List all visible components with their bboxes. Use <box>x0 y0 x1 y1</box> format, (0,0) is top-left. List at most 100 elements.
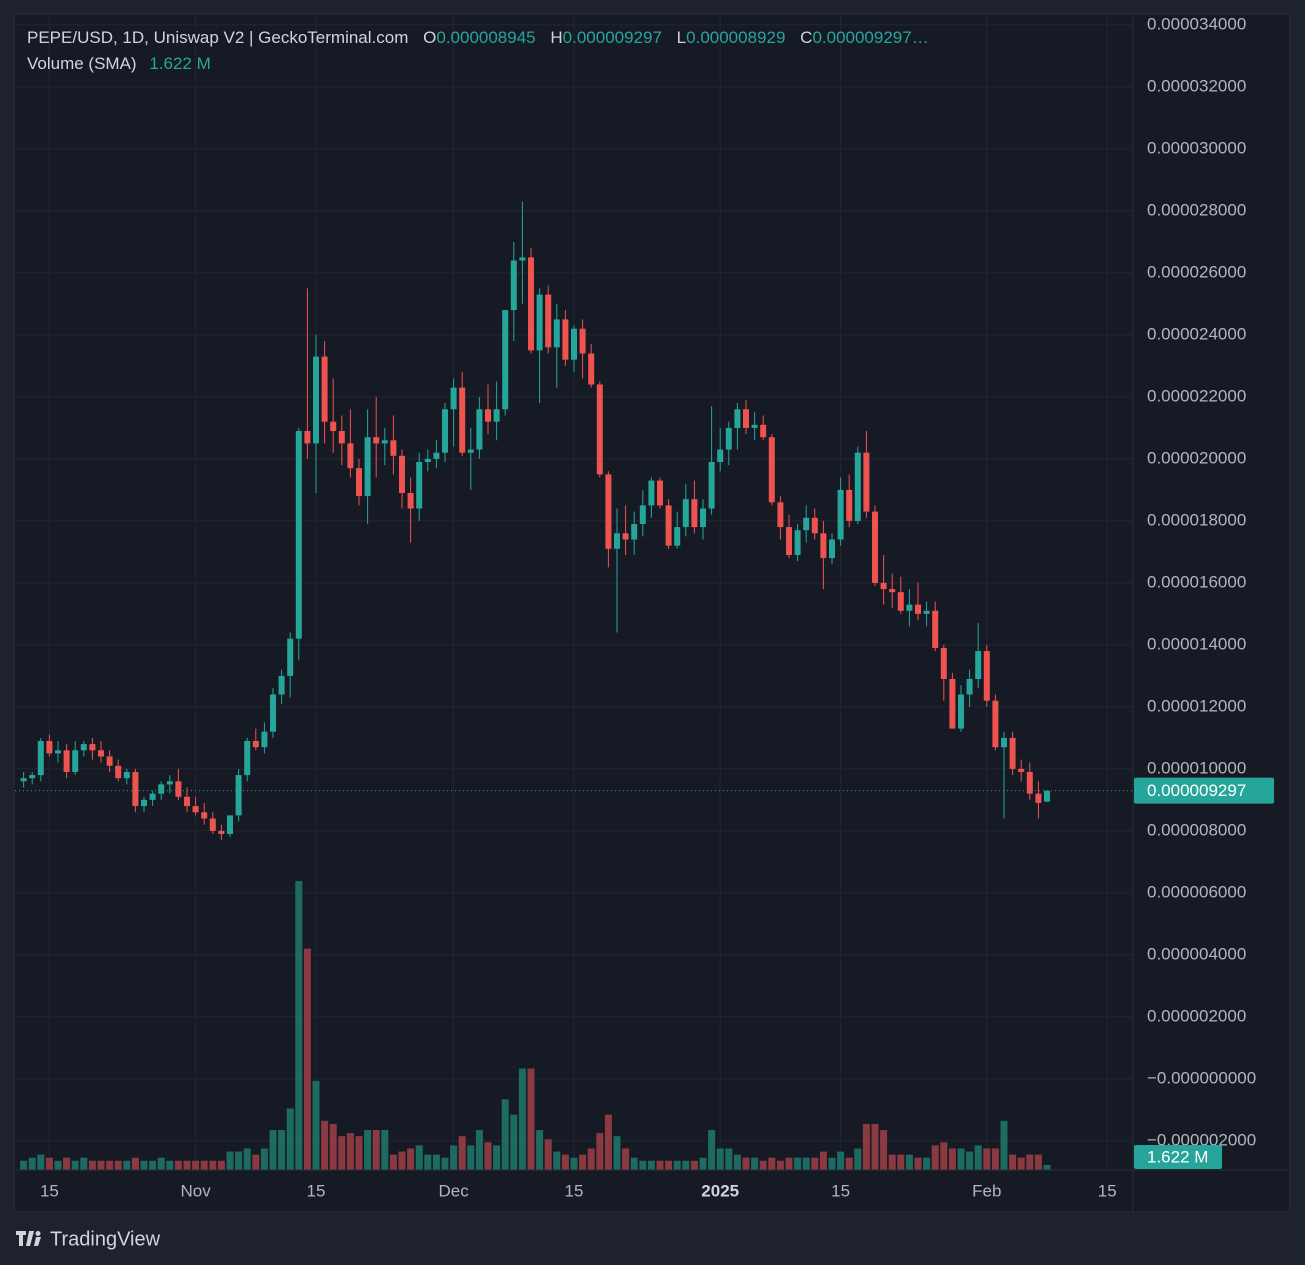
volume-bar <box>441 1157 449 1170</box>
volume-bar <box>149 1160 157 1170</box>
y-tick-label: 0.000016000 <box>1147 572 1246 591</box>
candle-body <box>846 489 853 521</box>
volume-tag-box <box>1134 1145 1222 1169</box>
volume-bar <box>123 1160 131 1170</box>
candle-body <box>278 675 285 695</box>
candle-body <box>992 700 999 748</box>
candle-body <box>46 740 53 754</box>
brand-logo: TradingView <box>16 1228 161 1250</box>
x-tick-label: 15 <box>307 1181 326 1200</box>
volume-bar <box>991 1148 999 1170</box>
candle-body <box>381 440 388 444</box>
volume-bar <box>235 1151 243 1170</box>
tag-layer: 0.000009297 1.622 M <box>1134 777 1274 1169</box>
candle-body <box>691 499 698 528</box>
volume-bar <box>209 1160 217 1170</box>
volume-bar <box>80 1157 88 1170</box>
volume-bar <box>647 1160 655 1170</box>
volume-bar <box>561 1154 569 1170</box>
candle-body <box>373 437 380 444</box>
volume-bar <box>106 1160 114 1170</box>
volume-bar <box>166 1160 174 1170</box>
candle-body <box>184 796 190 807</box>
volume-bar <box>630 1157 638 1170</box>
y-tick-label: 0.000034000 <box>1147 14 1246 33</box>
candle-body <box>588 353 595 385</box>
volume-bar <box>828 1157 836 1170</box>
candle-body <box>872 511 878 583</box>
candle-body <box>768 437 775 503</box>
volume-bar <box>1000 1120 1008 1170</box>
volume-bar <box>776 1160 784 1170</box>
brand-name: TradingView <box>50 1228 161 1250</box>
volume-bar <box>252 1154 260 1170</box>
volume-bar <box>338 1136 346 1170</box>
y-tick-label: 0.000022000 <box>1147 386 1246 405</box>
volume-bar <box>897 1154 905 1170</box>
candle-body <box>158 784 165 794</box>
candle-body <box>571 328 577 360</box>
volume-bar <box>458 1136 466 1170</box>
x-tick-label: Nov <box>180 1181 211 1200</box>
candle-body <box>708 461 715 509</box>
y-tick-label: 0.000006000 <box>1147 882 1246 901</box>
candle-body <box>820 533 827 559</box>
x-tick-label: 15 <box>565 1181 584 1200</box>
candle-body <box>390 440 397 456</box>
candle-body <box>149 793 156 800</box>
candle-body <box>837 489 844 540</box>
volume-bar <box>639 1160 647 1170</box>
candle-body <box>639 505 646 524</box>
candle-body <box>399 455 405 493</box>
volume-bar <box>768 1157 776 1170</box>
candle-body <box>123 771 130 779</box>
volume-bar <box>957 1148 965 1170</box>
volume-bar <box>811 1157 819 1170</box>
volume-bar <box>226 1151 234 1170</box>
logo-icon-part <box>34 1237 41 1246</box>
candle-body <box>717 449 724 462</box>
candle-body <box>209 818 216 831</box>
ohlc-key: L <box>676 28 687 47</box>
volume-bar <box>321 1120 329 1170</box>
volume-bar <box>243 1148 251 1170</box>
volume-bar <box>785 1157 793 1170</box>
volume-bar <box>923 1157 931 1170</box>
volume-bar <box>1034 1154 1042 1170</box>
candle-body <box>786 527 792 555</box>
y-tick-label: 0.000024000 <box>1147 324 1246 343</box>
candle-body <box>760 424 767 438</box>
x-tick-label: 15 <box>1098 1181 1117 1200</box>
volume-bar <box>54 1160 62 1170</box>
x-tick-label: 15 <box>40 1181 59 1200</box>
volume-bar <box>1043 1165 1051 1170</box>
candle-body <box>1035 793 1042 803</box>
y-tick-label: 0.000010000 <box>1147 758 1246 777</box>
volume-bar <box>665 1160 673 1170</box>
candle-body <box>467 449 474 453</box>
logo-dot <box>35 1231 41 1236</box>
volume-bar <box>733 1154 741 1170</box>
y-tick-label: −0.000002000 <box>1147 1130 1256 1149</box>
candle-body <box>631 523 638 540</box>
volume-bar <box>501 1099 509 1170</box>
candle-body <box>614 533 620 549</box>
candle-body <box>244 740 251 776</box>
volume-bar <box>355 1136 363 1170</box>
candle-body <box>803 517 810 531</box>
candle-body <box>433 452 440 459</box>
volume-bar <box>931 1145 939 1170</box>
candle-body <box>1026 771 1033 794</box>
ohlc-key: C <box>800 28 813 47</box>
ohlc-value: 0.000008945 <box>436 28 536 47</box>
y-tick-label: 0.000030000 <box>1147 138 1246 157</box>
volume-bar <box>613 1136 621 1170</box>
candle-body <box>811 517 818 534</box>
volume-bar <box>381 1130 389 1170</box>
candle-body <box>459 387 466 453</box>
candle-body <box>72 750 79 772</box>
volume-bar <box>192 1160 200 1170</box>
candle-body <box>854 452 861 521</box>
volume-bar <box>475 1130 483 1170</box>
